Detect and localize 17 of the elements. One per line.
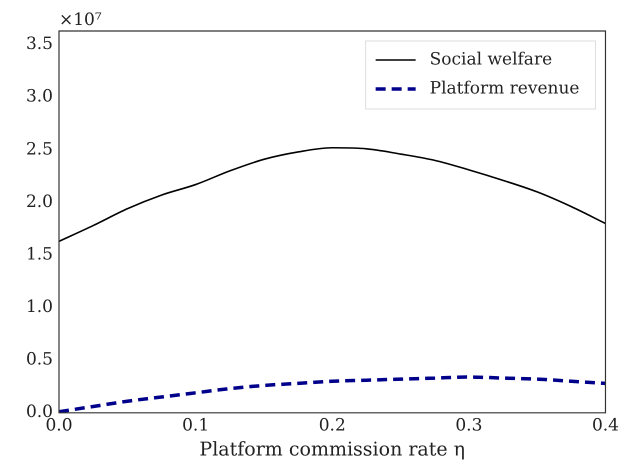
y-tick-label: 2.5 [26,139,53,160]
x-tick-label: 0.2 [318,415,346,436]
x-axis-title: Platform commission rate η [199,438,466,461]
y-tick-label: 2.0 [26,192,53,212]
line-series [59,375,606,413]
x-tick-label: 0.4 [592,415,620,436]
line-series [59,146,606,242]
legend-label: Social welfare [430,49,552,70]
text: ×10⁷ [59,10,102,30]
y-tick-label: 3.5 [26,34,53,54]
y-tick-label: 0.5 [26,350,53,370]
legend-label: Platform revenue [430,78,580,98]
x-tick-label: 0.1 [182,415,210,436]
y-tick-label: 3.0 [26,86,53,107]
x-tick-label: 0.3 [455,415,482,436]
y-tick-label: 1.5 [26,244,53,264]
y-tick-label: 1.0 [26,297,53,318]
